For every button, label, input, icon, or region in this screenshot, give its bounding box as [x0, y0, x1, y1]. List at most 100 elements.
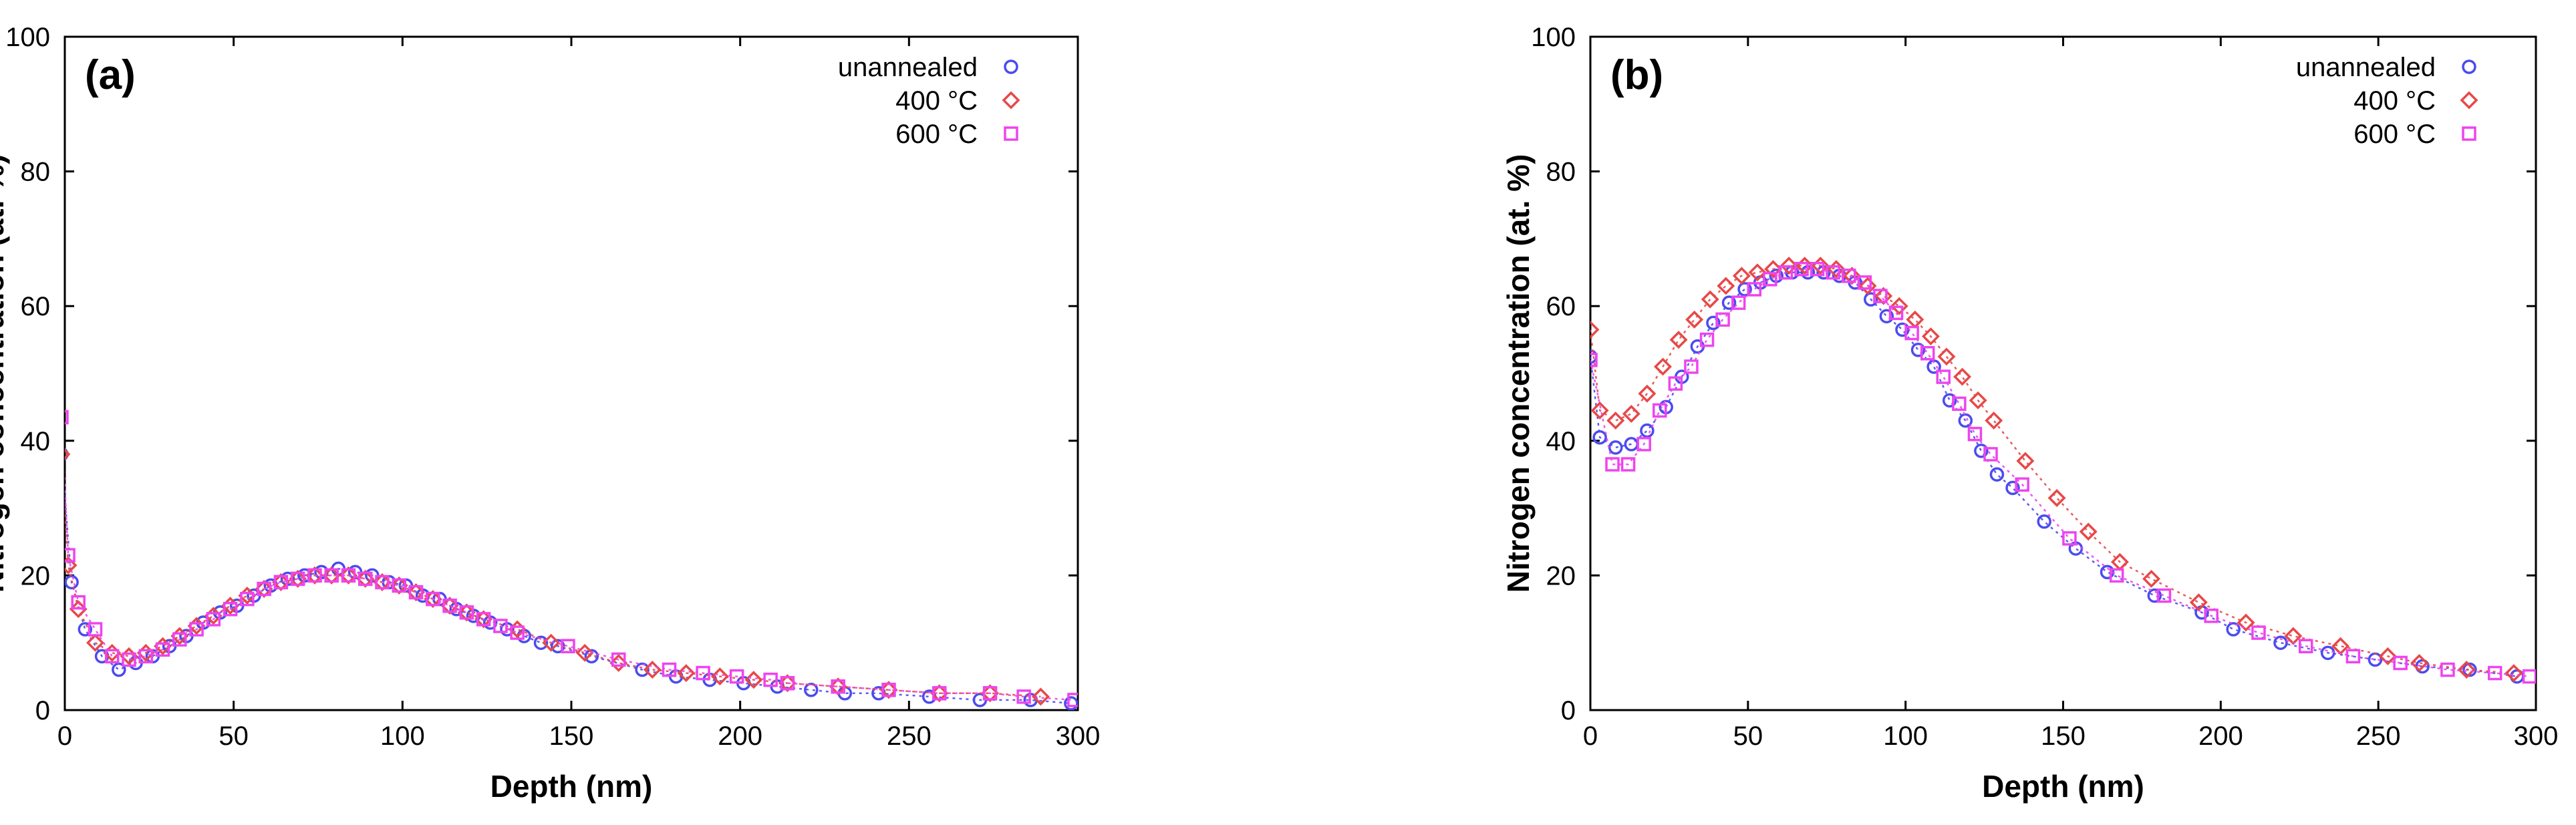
- data-point-circle: [78, 622, 93, 637]
- data-point-diamond: [2047, 489, 2066, 507]
- data-point-diamond: [1031, 687, 1050, 706]
- panel-label: (b): [1610, 52, 1663, 98]
- x-axis-label: Depth (nm): [490, 769, 653, 804]
- series-line: [1590, 265, 2515, 674]
- data-point-diamond: [710, 667, 729, 686]
- series-line: [65, 496, 1041, 698]
- panel-label: (a): [85, 52, 136, 98]
- data-point-square: [1653, 403, 1667, 418]
- data-point-square: [763, 672, 778, 687]
- data-point-circle: [2005, 480, 2020, 496]
- data-point-square: [71, 595, 86, 610]
- series-square: [1590, 262, 2536, 684]
- data-point-diamond: [86, 633, 104, 652]
- x-tick-label: 150: [549, 721, 594, 751]
- data-point-square: [290, 571, 305, 587]
- data-point-diamond: [1890, 297, 1908, 315]
- legend-label: 400 °C: [895, 86, 978, 116]
- data-point-square: [2062, 531, 2077, 546]
- legend-label: 600 °C: [895, 120, 978, 149]
- x-axis-label: Depth (nm): [1982, 769, 2144, 804]
- data-point-square: [611, 652, 626, 667]
- data-point-square: [273, 574, 289, 590]
- x-tick-label: 100: [1883, 721, 1928, 751]
- x-tick-label: 300: [1056, 721, 1101, 751]
- data-point-square: [426, 591, 440, 607]
- data-point-square: [1983, 447, 1998, 462]
- data-point-square: [189, 622, 204, 637]
- data-point-diamond: [2331, 637, 2350, 655]
- data-point-diamond: [1701, 290, 1719, 309]
- y-axis-label: Nitrogen concentration (at. %): [0, 154, 10, 593]
- data-point-square: [932, 686, 947, 701]
- data-point-diamond: [1921, 327, 1940, 346]
- data-point-diamond: [1590, 321, 1600, 339]
- data-point-diamond: [677, 664, 696, 683]
- data-point-square: [1668, 376, 1683, 391]
- data-point-square: [1731, 295, 1746, 310]
- data-point-diamond: [1843, 267, 1861, 285]
- data-point-square: [155, 642, 170, 657]
- data-point-diamond: [2378, 647, 2397, 665]
- x-tick-label: 50: [219, 721, 249, 751]
- data-point-square: [1636, 437, 1651, 452]
- data-point-square: [1904, 325, 1919, 341]
- legend-label: unannealed: [2296, 53, 2436, 82]
- data-point-square: [510, 625, 525, 640]
- series-diamond: [65, 448, 1050, 706]
- x-tick-label: 250: [2356, 721, 2401, 751]
- data-point-square: [442, 599, 457, 613]
- data-point-square: [1778, 265, 1794, 280]
- x-tick-label: 0: [57, 721, 72, 751]
- data-point-square: [2156, 588, 2172, 603]
- data-point-square: [324, 568, 339, 583]
- data-point-square: [408, 585, 424, 600]
- data-point-diamond: [2457, 661, 2476, 679]
- x-tick-label: 200: [718, 721, 762, 751]
- legend-label: unannealed: [838, 53, 978, 82]
- data-point-diamond: [2016, 452, 2035, 470]
- data-point-square: [2015, 477, 2029, 492]
- y-tick-label: 20: [1546, 561, 1576, 591]
- y-tick-label: 20: [21, 561, 51, 591]
- data-point-diamond: [1590, 401, 1609, 420]
- data-point-square: [1952, 396, 1967, 411]
- data-point-square: [392, 578, 407, 593]
- data-point-diamond: [1985, 411, 2003, 430]
- series-diamond: [1590, 257, 2523, 683]
- data-point-square: [2251, 625, 2266, 640]
- data-point-diamond: [1953, 367, 1972, 386]
- data-point-square: [1936, 369, 1951, 384]
- x-tick-label: 150: [2041, 721, 2086, 751]
- y-tick-label: 100: [5, 23, 50, 52]
- data-point-square: [696, 665, 710, 681]
- series-square: [65, 409, 1078, 707]
- data-point-circle: [2273, 635, 2288, 650]
- data-point-diamond: [1858, 277, 1877, 295]
- data-point-square: [223, 602, 238, 617]
- data-point-square: [1067, 693, 1078, 707]
- data-point-square: [1699, 332, 1715, 347]
- data-point-circle: [112, 662, 126, 677]
- data-point-diamond: [1638, 384, 1657, 403]
- data-point-circle: [533, 635, 549, 650]
- chart-panel-b: 0 50 100 150 200 250 300 0 20 40 60 80 100 Depth (nm)…: [1501, 23, 2558, 804]
- data-point-diamond: [1748, 263, 1767, 282]
- data-point-square: [257, 581, 271, 597]
- series-line: [65, 486, 1072, 705]
- data-point-square: [104, 649, 120, 664]
- data-point-square: [375, 574, 390, 590]
- data-point-circle: [2462, 662, 2477, 677]
- legend-marker-diamond: [1002, 91, 1020, 110]
- y-tick-label: 60: [21, 292, 51, 321]
- y-tick-label: 60: [1546, 292, 1576, 321]
- chart-panel-a: 0 50 100 150 200 250 300 0 20 40 60 80 100 Depth (nm)…: [0, 23, 1100, 804]
- data-point-square: [1605, 457, 1620, 472]
- x-tick-label: 250: [887, 721, 932, 751]
- data-point-square: [2393, 655, 2408, 671]
- data-point-square: [65, 409, 69, 425]
- plot-area: [1590, 257, 2536, 684]
- data-point-diamond: [575, 643, 594, 662]
- legend-label: 600 °C: [2353, 120, 2436, 149]
